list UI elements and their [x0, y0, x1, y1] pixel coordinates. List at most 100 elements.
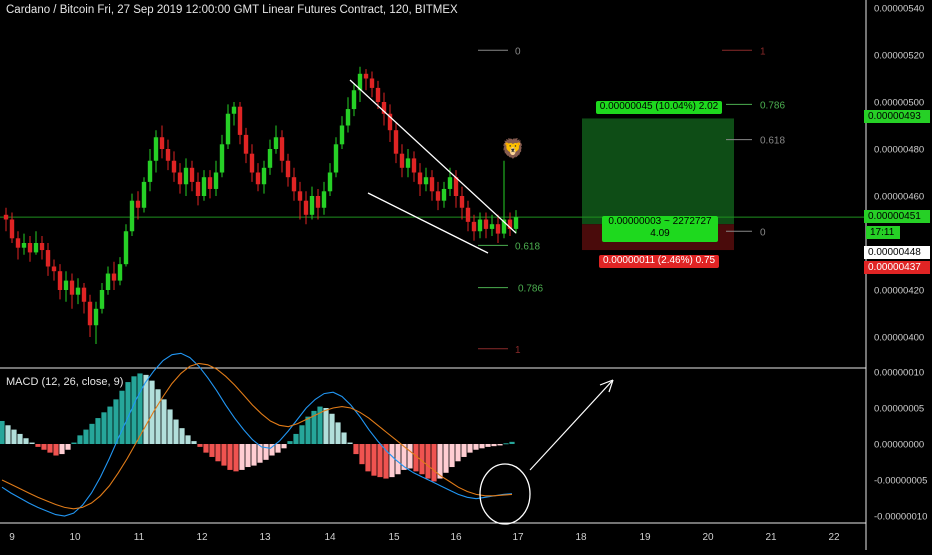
candle-body	[387, 113, 393, 131]
candle-body	[183, 167, 189, 185]
macd-histogram-bar	[155, 389, 161, 444]
macd-histogram-bar	[467, 444, 473, 453]
macd-histogram-bar	[341, 432, 347, 444]
candle-body	[279, 137, 285, 161]
candle-body	[339, 125, 345, 145]
candle-body	[363, 73, 369, 79]
fib-upper-786-label: 0.786	[760, 100, 785, 111]
risk-reward-line2: 4.09	[650, 228, 670, 239]
date-axis-label: 18	[575, 532, 587, 543]
macd-histogram-bar	[437, 444, 443, 479]
candle-body	[147, 160, 153, 182]
candle-body	[369, 78, 375, 88]
macd-histogram-bar	[377, 444, 383, 478]
macd-histogram-bar	[29, 442, 35, 444]
countdown-tag: 17:11	[866, 226, 900, 239]
macd-histogram-bar	[0, 420, 5, 444]
fib-lower-0-label: 0	[760, 227, 766, 238]
candle-body	[399, 153, 405, 168]
macd-histogram-bar	[353, 444, 359, 455]
projection-arrow-head	[599, 379, 614, 393]
target-zone	[582, 118, 734, 225]
candle-body	[429, 177, 435, 192]
candle-body	[171, 160, 177, 173]
candle-body	[99, 290, 105, 309]
candle-body	[345, 109, 351, 126]
macd-histogram-bar	[215, 444, 221, 462]
macd-histogram-bar	[497, 444, 503, 446]
candle-body	[129, 200, 135, 232]
candle-body	[507, 219, 513, 229]
candle-body	[93, 308, 99, 326]
macd-histogram-bar	[203, 444, 209, 453]
macd-histogram-bar	[47, 444, 53, 453]
macd-histogram-bar	[413, 444, 419, 472]
candle-body	[321, 191, 327, 208]
current-price-tag: 0.00000451	[864, 210, 930, 223]
candle-body	[273, 137, 279, 149]
candle-body	[471, 221, 477, 232]
candle-body	[453, 177, 459, 196]
candle-body	[177, 172, 183, 185]
macd-histogram-bar	[485, 444, 491, 447]
risk-reward-line1: 0.00000003 ~ 2272727	[608, 216, 712, 227]
candle-body	[165, 149, 171, 161]
macd-histogram-bar	[143, 374, 149, 444]
signal-line	[1, 362, 513, 510]
macd-line	[1, 352, 513, 517]
price-axis-label: 0.00000460	[874, 192, 924, 203]
candle-body	[477, 219, 483, 232]
macd-histogram-bar	[161, 399, 167, 444]
macd-histogram-bar	[95, 418, 101, 444]
candle-body	[255, 172, 261, 185]
candle-body	[9, 219, 15, 239]
candle-body	[195, 181, 201, 196]
wedge-lower-line	[367, 192, 489, 254]
macd-histogram-bar	[179, 428, 185, 444]
date-axis-label: 22	[828, 532, 840, 543]
macd-histogram-bar	[509, 441, 515, 444]
candle-body	[69, 280, 75, 295]
date-axis-label: 11	[134, 532, 145, 543]
candle-body	[231, 106, 237, 114]
macd-axis-label: 0.00000010	[874, 368, 924, 379]
candle-body	[225, 113, 231, 145]
macd-histogram-bar	[59, 444, 65, 455]
macd-histogram-bar	[113, 399, 119, 444]
projection-arrow-line	[529, 379, 614, 471]
fib-lower-786-label: 0.786	[518, 284, 543, 295]
macd-histogram-bar	[299, 425, 305, 444]
date-axis-label: 14	[324, 532, 336, 543]
macd-histogram-bar	[323, 408, 329, 444]
macd-histogram-bar	[167, 409, 173, 444]
candle-body	[135, 200, 141, 208]
candle-body	[51, 266, 57, 272]
macd-histogram-bar	[209, 444, 215, 457]
macd-histogram-bar	[359, 444, 365, 465]
candle-body	[81, 287, 87, 302]
candle-body	[261, 167, 267, 185]
candle-body	[57, 271, 63, 290]
candle-body	[489, 224, 495, 229]
macd-histogram-bar	[5, 425, 11, 444]
macd-histogram-bar	[131, 376, 137, 444]
fib-lower-1-label: 1	[515, 345, 521, 356]
macd-histogram-bar	[101, 412, 107, 444]
macd-histogram-bar	[41, 444, 47, 450]
candle-body	[333, 144, 339, 173]
candle-body	[297, 191, 303, 201]
candle-body	[393, 130, 399, 154]
macd-histogram-bar	[335, 422, 341, 444]
candle-body	[207, 177, 213, 189]
macd-histogram-bar	[23, 438, 29, 444]
macd-histogram-bar	[233, 444, 239, 472]
macd-histogram-bar	[53, 444, 59, 456]
candle-body	[495, 224, 501, 234]
macd-histogram-bar	[149, 380, 155, 444]
macd-axis-label: -0.00000010	[874, 512, 927, 523]
candle-body	[423, 177, 429, 185]
date-axis-label: 10	[69, 532, 81, 543]
candle-body	[291, 177, 297, 192]
